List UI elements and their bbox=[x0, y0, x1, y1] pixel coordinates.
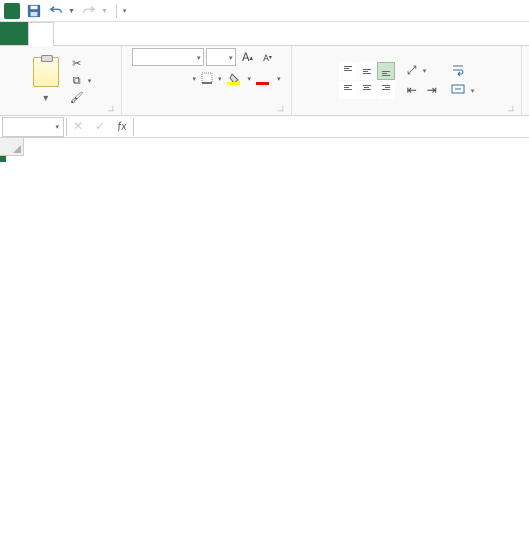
worksheet-grid bbox=[0, 138, 529, 156]
paste-dropdown-icon[interactable]: ▾ bbox=[43, 91, 48, 104]
align-middle-button[interactable] bbox=[358, 62, 376, 80]
borders-dropdown-icon[interactable]: ▾ bbox=[218, 74, 222, 83]
fx-icon[interactable]: fx bbox=[111, 120, 133, 134]
alignment-group-label bbox=[298, 113, 515, 115]
clipboard-group-label bbox=[6, 113, 115, 115]
copy-icon: ⧉ bbox=[70, 74, 84, 88]
paste-button[interactable]: ▾ bbox=[28, 57, 64, 104]
name-box[interactable]: ▾ bbox=[2, 117, 64, 137]
tab-file[interactable] bbox=[0, 22, 28, 45]
fill-color-swatch bbox=[227, 82, 240, 85]
copy-dropdown-icon[interactable]: ▾ bbox=[88, 76, 92, 85]
font-color-swatch bbox=[256, 82, 269, 85]
ribbon: ▾ ✂ ⧉ ▾ 🖌 bbox=[0, 46, 529, 116]
decrease-font-button[interactable]: A▾ bbox=[258, 48, 276, 66]
orientation-button[interactable]: ⤢ bbox=[403, 62, 421, 80]
fill-color-button[interactable] bbox=[224, 69, 246, 87]
column-header-row bbox=[0, 138, 529, 156]
borders-button[interactable] bbox=[198, 69, 216, 87]
merge-dropdown-icon[interactable]: ▾ bbox=[471, 86, 475, 95]
font-name-select[interactable]: ▾ bbox=[132, 48, 204, 66]
font-group-label bbox=[128, 113, 285, 115]
qat-separator bbox=[116, 4, 117, 18]
align-left-button[interactable] bbox=[339, 81, 357, 99]
format-painter-button[interactable]: 🖌 bbox=[68, 90, 94, 106]
name-box-dropdown-icon: ▾ bbox=[55, 122, 59, 131]
merge-icon bbox=[451, 82, 465, 99]
qat-customize-icon[interactable]: ▾ bbox=[123, 6, 127, 15]
fill-handle[interactable] bbox=[0, 156, 6, 162]
tab-pagelayout[interactable] bbox=[78, 22, 102, 45]
font-color-button[interactable] bbox=[253, 69, 275, 87]
paste-icon bbox=[33, 57, 59, 87]
quick-access-toolbar: ▼ ▼ ▾ bbox=[0, 0, 529, 22]
font-size-select[interactable]: ▾ bbox=[206, 48, 236, 66]
select-all-corner[interactable] bbox=[0, 138, 24, 156]
tab-review[interactable] bbox=[150, 22, 174, 45]
align-grid bbox=[339, 62, 395, 99]
increase-indent-button[interactable]: ⇥ bbox=[423, 82, 441, 100]
brush-icon: 🖌 bbox=[70, 91, 84, 105]
tab-view[interactable] bbox=[174, 22, 198, 45]
save-icon[interactable] bbox=[26, 3, 42, 19]
wrap-text-button[interactable] bbox=[451, 63, 475, 80]
tab-acrobat[interactable] bbox=[198, 22, 222, 45]
merge-center-button[interactable]: ▾ bbox=[451, 82, 475, 99]
align-center-button[interactable] bbox=[358, 81, 376, 99]
bold-button[interactable] bbox=[132, 69, 150, 87]
ribbon-tabs bbox=[0, 22, 529, 46]
underline-dropdown-icon[interactable]: ▾ bbox=[192, 74, 196, 83]
cancel-icon[interactable]: ✕ bbox=[67, 119, 89, 134]
tab-home[interactable] bbox=[28, 22, 54, 46]
italic-button[interactable] bbox=[152, 69, 170, 87]
underline-button[interactable] bbox=[172, 69, 190, 87]
fill-color-dropdown-icon[interactable]: ▾ bbox=[248, 74, 252, 83]
enter-icon[interactable]: ✓ bbox=[89, 119, 111, 134]
tab-formulas[interactable] bbox=[102, 22, 126, 45]
align-right-button[interactable] bbox=[377, 81, 395, 99]
wrap-text-icon bbox=[451, 63, 465, 80]
undo-dropdown-icon[interactable]: ▼ bbox=[68, 6, 75, 15]
excel-logo-icon bbox=[4, 3, 20, 19]
font-size-dropdown-icon: ▾ bbox=[229, 53, 233, 62]
scissors-icon: ✂ bbox=[70, 57, 84, 71]
tab-insert[interactable] bbox=[54, 22, 78, 45]
orientation-dropdown-icon[interactable]: ▾ bbox=[423, 66, 427, 75]
redo-dropdown-icon[interactable]: ▼ bbox=[101, 6, 108, 15]
tab-data[interactable] bbox=[126, 22, 150, 45]
formula-bar: ▾ ✕ ✓ fx bbox=[0, 116, 529, 138]
decrease-indent-button[interactable]: ⇤ bbox=[403, 82, 421, 100]
font-color-dropdown-icon[interactable]: ▾ bbox=[277, 74, 281, 83]
group-clipboard: ▾ ✂ ⧉ ▾ 🖌 bbox=[0, 46, 122, 115]
redo-icon[interactable] bbox=[81, 3, 97, 19]
copy-button[interactable]: ⧉ ▾ bbox=[68, 73, 94, 89]
group-font: ▾ ▾ A▴ A▾ ▾ ▾ bbox=[122, 46, 292, 115]
cut-button[interactable]: ✂ bbox=[68, 56, 94, 72]
increase-font-button[interactable]: A▴ bbox=[238, 48, 256, 66]
align-top-button[interactable] bbox=[339, 62, 357, 80]
group-alignment: ⤢▾ ⇤ ⇥ ▾ bbox=[292, 46, 522, 115]
font-name-dropdown-icon: ▾ bbox=[197, 53, 201, 62]
align-bottom-button[interactable] bbox=[377, 62, 395, 80]
undo-icon[interactable] bbox=[48, 3, 64, 19]
